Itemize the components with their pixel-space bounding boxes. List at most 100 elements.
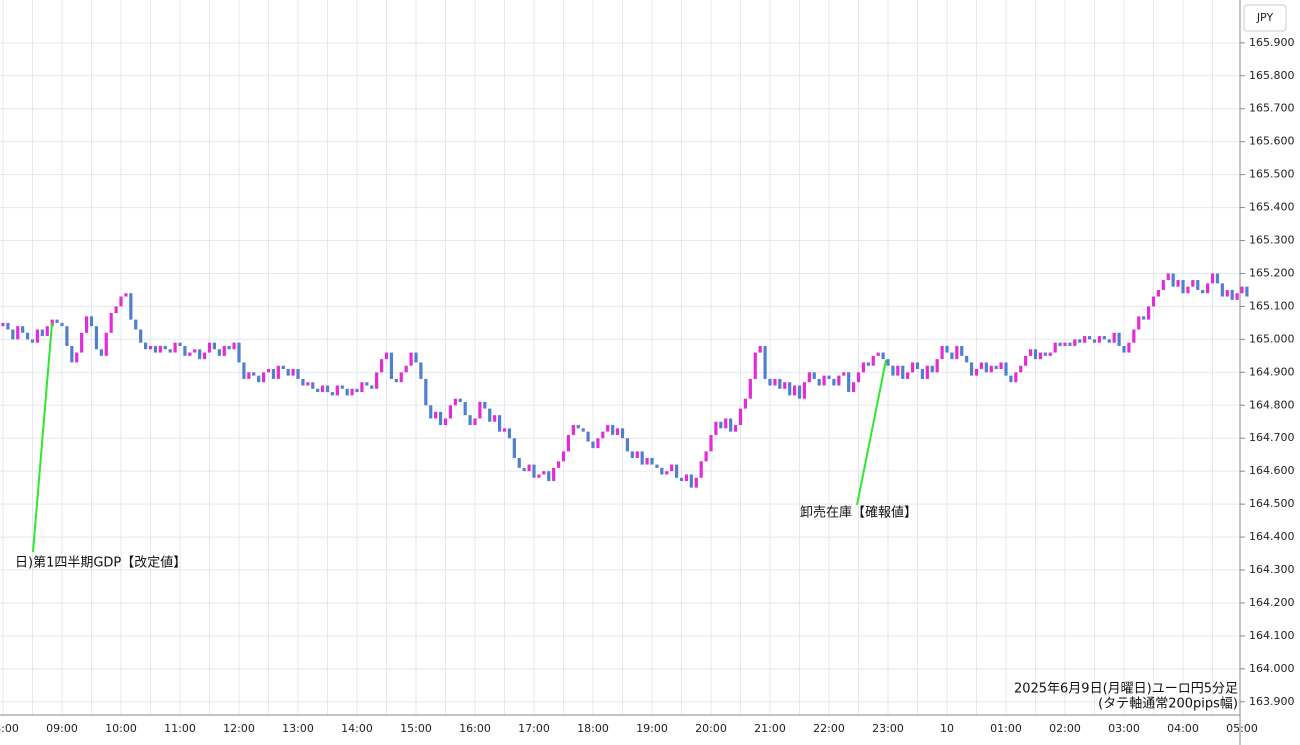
candle bbox=[1220, 283, 1224, 297]
candle bbox=[694, 477, 698, 488]
x-tick-label: 15:00 bbox=[400, 722, 432, 735]
candle bbox=[630, 451, 634, 458]
chart-note: 2025年6月9日(月曜日)ユーロ円5分足 bbox=[1014, 682, 1238, 697]
candle bbox=[581, 428, 585, 432]
candle bbox=[532, 464, 536, 478]
candle bbox=[817, 378, 821, 386]
y-tick-label: 164.700 bbox=[1249, 431, 1295, 444]
x-tick-label: 03:00 bbox=[1108, 722, 1140, 735]
candle bbox=[586, 431, 590, 442]
candle bbox=[807, 372, 811, 383]
candle bbox=[183, 345, 187, 356]
candle bbox=[143, 342, 148, 350]
candle bbox=[906, 372, 910, 379]
candle bbox=[409, 352, 413, 366]
candle bbox=[1024, 355, 1028, 366]
x-tick-label: 16:00 bbox=[459, 722, 491, 735]
candle bbox=[960, 345, 964, 356]
candle bbox=[16, 326, 20, 340]
candle bbox=[257, 375, 261, 383]
candle bbox=[139, 329, 143, 343]
candle bbox=[940, 345, 944, 360]
candle bbox=[827, 375, 831, 379]
candle bbox=[1009, 375, 1013, 383]
candle bbox=[493, 415, 497, 422]
candle bbox=[522, 467, 526, 472]
candle bbox=[591, 441, 595, 449]
candle bbox=[345, 388, 349, 396]
candle bbox=[453, 398, 457, 406]
candle bbox=[1127, 342, 1131, 353]
currency-label: JPY bbox=[1256, 11, 1274, 24]
candle bbox=[473, 418, 477, 426]
candle bbox=[306, 382, 310, 386]
candle bbox=[768, 378, 772, 386]
y-tick-label: 164.300 bbox=[1249, 563, 1295, 576]
x-tick-label: 14:00 bbox=[341, 722, 373, 735]
candle bbox=[1146, 306, 1151, 320]
candle bbox=[753, 352, 757, 379]
candle bbox=[1073, 339, 1077, 346]
candle bbox=[999, 362, 1003, 370]
candle bbox=[1181, 280, 1185, 294]
candle bbox=[301, 378, 305, 386]
candle bbox=[517, 457, 521, 468]
candle bbox=[1087, 336, 1092, 340]
y-tick-label: 165.300 bbox=[1249, 234, 1295, 247]
candle bbox=[704, 451, 708, 462]
candle bbox=[714, 421, 718, 435]
candle bbox=[6, 322, 10, 330]
candle bbox=[360, 382, 364, 393]
candle bbox=[689, 474, 693, 488]
candle bbox=[1092, 339, 1097, 343]
candle bbox=[242, 362, 246, 379]
x-tick-label: 19:00 bbox=[636, 722, 668, 735]
x-tick-label: 13:00 bbox=[282, 722, 314, 735]
candle bbox=[237, 342, 241, 363]
annotation: 卸売在庫【確報値】 bbox=[800, 505, 917, 521]
candle bbox=[792, 385, 797, 396]
candle bbox=[1151, 296, 1156, 307]
candle bbox=[738, 408, 743, 426]
candle bbox=[75, 352, 79, 363]
candle bbox=[1240, 286, 1244, 294]
candle bbox=[438, 411, 443, 426]
y-tick-label: 165.000 bbox=[1249, 332, 1295, 345]
candle bbox=[763, 345, 767, 379]
candle bbox=[163, 345, 167, 350]
candle bbox=[355, 388, 359, 393]
candle bbox=[965, 355, 969, 363]
candle bbox=[497, 415, 502, 432]
candle bbox=[109, 313, 113, 333]
candle bbox=[404, 365, 408, 373]
candle bbox=[296, 369, 300, 379]
candle bbox=[1225, 289, 1229, 297]
candle bbox=[217, 349, 221, 356]
candle bbox=[699, 461, 703, 478]
candle bbox=[1083, 336, 1087, 343]
candle bbox=[286, 369, 290, 376]
y-tick-label: 164.400 bbox=[1249, 530, 1295, 543]
candle bbox=[119, 296, 123, 307]
candle bbox=[99, 349, 103, 356]
candle bbox=[21, 326, 25, 333]
x-tick-label: 10:00 bbox=[105, 722, 137, 735]
candle bbox=[124, 293, 128, 297]
x-tick-label: 18:00 bbox=[577, 722, 609, 735]
candle bbox=[601, 431, 605, 439]
candle bbox=[571, 425, 575, 435]
candle bbox=[856, 372, 861, 383]
candle bbox=[389, 352, 394, 379]
candle bbox=[266, 369, 271, 373]
y-tick-label: 163.900 bbox=[1249, 695, 1295, 708]
candle bbox=[851, 382, 856, 393]
candle bbox=[891, 365, 895, 376]
candle bbox=[945, 345, 949, 353]
candle bbox=[684, 474, 689, 482]
candle bbox=[1156, 289, 1161, 297]
candle bbox=[468, 415, 472, 426]
candle bbox=[547, 471, 551, 482]
candle bbox=[168, 349, 172, 353]
